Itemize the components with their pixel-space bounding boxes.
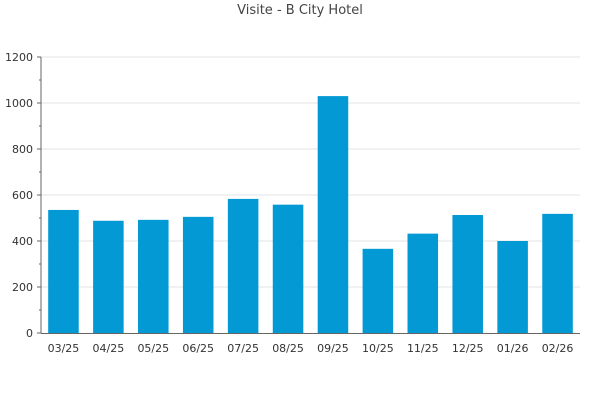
bar-06-25 — [182, 216, 214, 333]
y-tick-label: 1000 — [5, 97, 33, 110]
bars — [48, 96, 573, 333]
y-tick-label: 600 — [12, 189, 33, 202]
x-tick-label: 10/25 — [362, 342, 394, 355]
chart-title: Visite - B City Hotel — [237, 3, 363, 18]
bar-12-25 — [452, 215, 483, 333]
x-tick-label: 06/25 — [182, 342, 214, 355]
y-tick-label: 400 — [12, 235, 33, 248]
y-tick-label: 1200 — [5, 51, 33, 64]
x-tick-label: 04/25 — [93, 342, 125, 355]
bar-07-25 — [227, 198, 259, 333]
x-tick-label: 08/25 — [272, 342, 304, 355]
gridlines — [41, 56, 580, 288]
bar-08-25 — [272, 204, 304, 333]
x-tick-label: 05/25 — [137, 342, 169, 355]
bar-09-25 — [317, 96, 349, 333]
y-tick-label: 0 — [26, 327, 33, 340]
bar-04-25 — [93, 220, 124, 333]
y-tick-label: 200 — [12, 281, 33, 294]
bar-02-26 — [542, 213, 573, 333]
bar-01-26 — [497, 241, 528, 333]
bar-03-25 — [48, 209, 79, 333]
x-tick-label: 01/26 — [497, 342, 529, 355]
axes: 0 200 400 600 800 1000 1200 03/25 04/25 05/25 06/2… — [5, 51, 580, 355]
bar-05-25 — [138, 219, 169, 333]
x-tick-label: 03/25 — [48, 342, 80, 355]
bar-10-25 — [362, 248, 394, 333]
bar-11-25 — [407, 233, 439, 333]
y-tick-label: 800 — [12, 143, 33, 156]
x-tick-label: 12/25 — [452, 342, 484, 355]
x-tick-label: 09/25 — [317, 342, 349, 355]
x-tick-label: 02/26 — [542, 342, 574, 355]
x-tick-label: 07/25 — [227, 342, 259, 355]
x-tick-label: 11/25 — [407, 342, 439, 355]
